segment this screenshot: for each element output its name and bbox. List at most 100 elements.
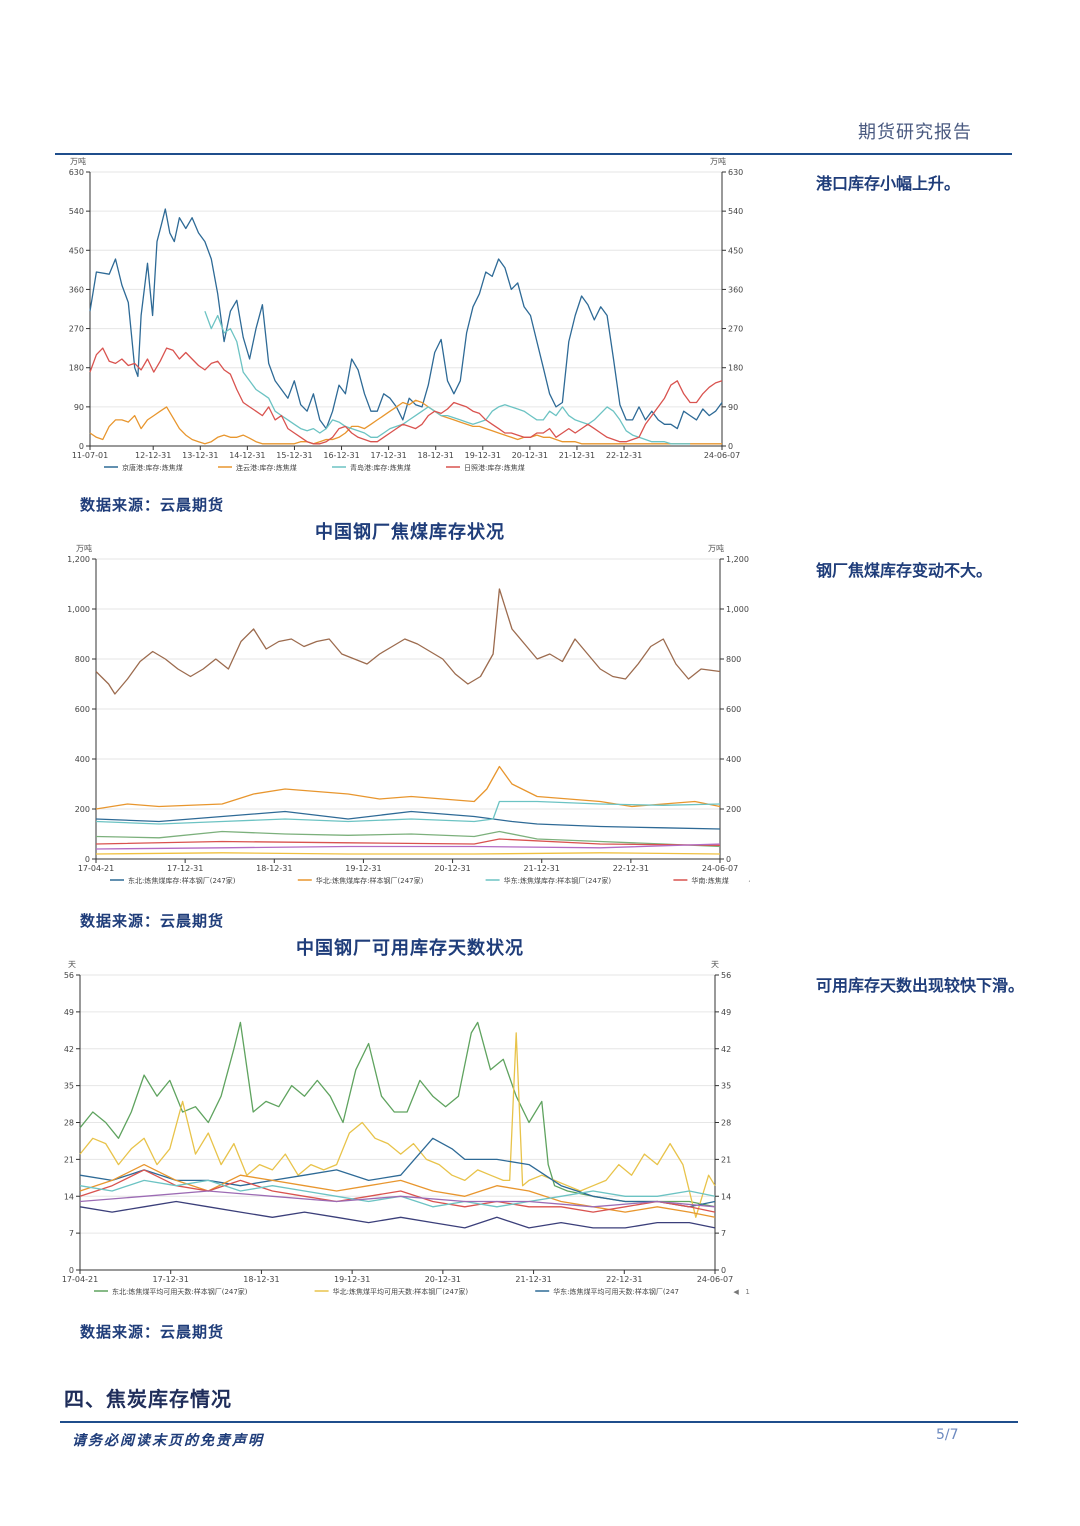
legend-prev-icon[interactable]: ◀ — [749, 877, 750, 885]
x-tick-label: 21-12-31 — [559, 451, 595, 460]
note-mill-coal: 钢厂焦煤库存变动不大。 — [816, 561, 993, 580]
x-tick-label: 20-12-31 — [425, 1275, 461, 1284]
x-tick-label: 17-04-21 — [62, 1275, 98, 1284]
y-tick-label-left: 49 — [64, 1008, 74, 1017]
y-unit-label-right: 天 — [711, 960, 719, 969]
series-line-5 — [95, 838, 721, 846]
series-line-2 — [204, 310, 691, 445]
x-tick-label: 14-12-31 — [229, 451, 265, 460]
y-tick-label-left: 21 — [64, 1155, 74, 1164]
y-tick-label-right: 630 — [728, 168, 743, 177]
data-source-3: 数据来源：云晨期货 — [80, 1323, 225, 1341]
data-source-1: 数据来源：云晨期货 — [80, 496, 225, 514]
legend-label: 华东:炼焦煤库存:样本钢厂(247家) — [504, 876, 612, 885]
port-inventory-chart: 万吨 万吨 0 0 90 90 180 180 270 270 360 360 450 450 540 540… — [69, 156, 744, 472]
y-tick-label-right: 28 — [721, 1119, 731, 1128]
usable-days-chart: 天 天 0 0 7 7 14 14 21 21 28 28 35 35 42 42 49 49 56 56 17-04-… — [62, 960, 750, 1296]
y-tick-label-left: 180 — [69, 364, 84, 373]
x-tick-label: 22-12-31 — [606, 451, 642, 460]
y-tick-label-right: 360 — [728, 285, 743, 294]
y-unit-label-left: 万吨 — [70, 156, 86, 166]
y-tick-label-left: 360 — [69, 285, 84, 294]
x-tick-label: 22-12-31 — [613, 864, 649, 873]
mill-coal-inventory-chart: 万吨 万吨 0 0 200 200 400 400 600 600 800 800 1,000 1,000… — [67, 543, 750, 885]
x-tick-label: 15-12-31 — [276, 451, 312, 460]
y-tick-label-left: 270 — [69, 325, 84, 334]
series-line-7 — [79, 1190, 716, 1208]
y-tick-label-right: 21 — [721, 1155, 731, 1164]
y-tick-label-left: 0 — [69, 1266, 74, 1275]
y-tick-label-left: 35 — [64, 1082, 74, 1091]
y-tick-label-right: 200 — [726, 805, 741, 814]
x-tick-label: 12-12-31 — [135, 451, 171, 460]
x-tick-label: 21-12-31 — [524, 864, 560, 873]
y-tick-label-left: 28 — [64, 1119, 74, 1128]
y-tick-label-left: 800 — [75, 655, 90, 664]
x-tick-label: 21-12-31 — [515, 1275, 551, 1284]
series-line-1 — [89, 399, 722, 445]
y-tick-label-right: 35 — [721, 1082, 731, 1091]
data-source-2: 数据来源：云晨期货 — [80, 912, 225, 930]
legend-prev-icon[interactable]: ◀ — [733, 1288, 739, 1296]
y-unit-label-right: 万吨 — [710, 156, 726, 166]
y-tick-label-right: 800 — [726, 655, 741, 664]
y-tick-label-right: 14 — [721, 1192, 731, 1201]
y-unit-label-right: 万吨 — [708, 543, 724, 553]
series-line-2 — [95, 765, 721, 810]
x-tick-label: 13-12-31 — [182, 451, 218, 460]
section-heading: 四、焦炭库存情况 — [64, 1387, 232, 1411]
y-tick-label-left: 200 — [75, 805, 90, 814]
legend-label: 青岛港:库存:炼焦煤 — [350, 463, 411, 472]
page-number: 5/7 — [936, 1427, 959, 1443]
y-tick-label-right: 0 — [726, 855, 731, 864]
y-tick-label-right: 1,000 — [726, 605, 749, 614]
y-tick-label-right: 90 — [728, 403, 738, 412]
x-tick-label: 20-12-31 — [434, 864, 470, 873]
x-tick-label: 24-06-07 — [697, 1275, 733, 1284]
series-line-6 — [79, 1200, 716, 1229]
header-rule — [55, 153, 1012, 155]
note-usable-days: 可用库存天数出现较快下滑。 — [816, 976, 1025, 995]
x-tick-label: 17-12-31 — [167, 864, 203, 873]
y-tick-label-right: 540 — [728, 207, 743, 216]
legend-label: 华东:炼焦煤平均可用天数:样本钢厂(247 — [553, 1287, 679, 1296]
y-tick-label-left: 450 — [69, 246, 84, 255]
y-tick-label-left: 0 — [85, 855, 90, 864]
legend-label: 日照港:库存:炼焦煤 — [464, 463, 525, 472]
y-tick-label-left: 630 — [69, 168, 84, 177]
chart-title-mill-coal: 中国钢厂焦煤库存状况 — [315, 522, 505, 543]
y-unit-label-left: 万吨 — [76, 543, 92, 553]
series-line-3 — [89, 347, 723, 445]
series-line-3 — [95, 800, 721, 825]
y-tick-label-right: 270 — [728, 325, 743, 334]
y-tick-label-right: 1,200 — [726, 555, 749, 564]
y-tick-label-right: 450 — [728, 246, 743, 255]
y-tick-label-left: 1,200 — [67, 555, 90, 564]
x-tick-label: 19-12-31 — [465, 451, 501, 460]
series-line-1 — [79, 1032, 716, 1218]
x-tick-label: 20-12-31 — [512, 451, 548, 460]
series-line-0 — [89, 208, 723, 430]
y-tick-label-right: 42 — [721, 1045, 731, 1054]
y-tick-label-left: 7 — [69, 1229, 74, 1238]
series-line-1 — [95, 810, 721, 830]
x-tick-label: 17-12-31 — [370, 451, 406, 460]
y-tick-label-right: 7 — [721, 1229, 726, 1238]
legend-label: 连云港:库存:炼焦煤 — [236, 463, 297, 472]
legend-label: 华南:炼焦煤 — [691, 876, 728, 885]
x-tick-label: 19-12-31 — [334, 1275, 370, 1284]
series-line-0 — [95, 588, 721, 695]
x-tick-label: 22-12-31 — [606, 1275, 642, 1284]
y-tick-label-right: 0 — [721, 1266, 726, 1275]
y-tick-label-left: 90 — [74, 403, 84, 412]
y-tick-label-left: 0 — [79, 442, 84, 451]
x-tick-label: 19-12-31 — [345, 864, 381, 873]
x-tick-label: 18-12-31 — [243, 1275, 279, 1284]
x-tick-label: 17-04-21 — [78, 864, 114, 873]
x-tick-label: 24-06-07 — [702, 864, 738, 873]
series-line-2 — [79, 1137, 716, 1208]
y-tick-label-right: 49 — [721, 1008, 731, 1017]
legend-label: 东北:炼焦煤库存:样本钢厂(247家) — [128, 876, 236, 885]
x-tick-label: 17-12-31 — [153, 1275, 189, 1284]
x-tick-label: 18-12-31 — [256, 864, 292, 873]
